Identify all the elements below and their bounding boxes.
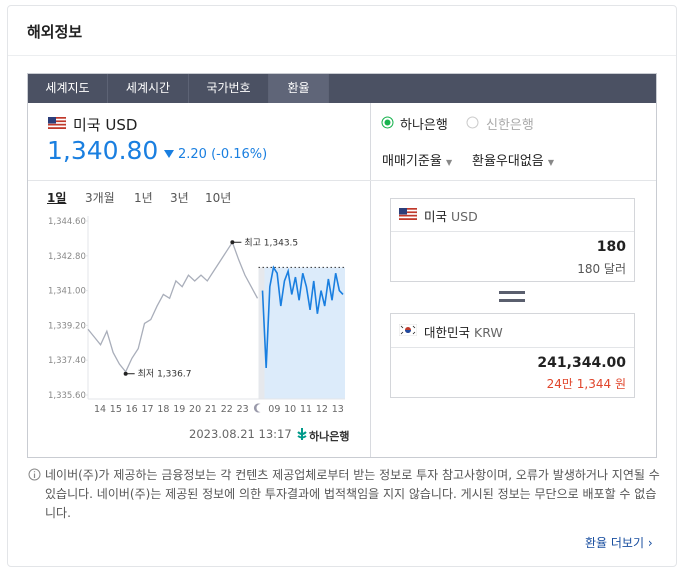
y-tick-label: 1,344.60 [48,217,86,227]
y-tick-label: 1,337.40 [48,356,86,366]
dropdown[interactable]: 매매기준율 ▼ [382,154,453,169]
y-tick-label: 1,341.00 [48,287,86,297]
from-currency: 미국 USD [424,209,478,224]
period[interactable]: 1일 [47,191,67,205]
tab[interactable]: 국가번호 [189,74,269,103]
chart: 1,344.60 1,342.80 1,341.00 1,339.20 1,337.40… [48,216,345,415]
tab[interactable]: 세계시간 [108,74,189,103]
x-tick-label: 19 [173,404,185,415]
more-link[interactable]: 환율 더보기 › [585,536,653,550]
divider [370,103,371,457]
moon-icon [253,403,261,413]
radio-on[interactable] [381,116,394,129]
to-amount-text: 24만 1,344 원 [546,377,626,391]
section-title: 해외정보 [27,23,83,41]
flag-us [399,208,417,220]
logo: 하나은행 [309,430,350,443]
x-tick-label: 18 [157,404,169,415]
y-tick-label: 1,335.60 [48,391,86,401]
converter-to [390,313,635,398]
flag-kr [399,324,417,336]
from-amount[interactable]: 180 [596,239,626,255]
tab[interactable]: 세계지도 [28,74,108,103]
timestamp: 2023.08.21 13:17 [189,427,292,441]
converter-from [390,198,635,282]
x-tick-label: 10 [284,404,296,415]
x-tick-label: 20 [189,404,201,415]
tab-active[interactable]: 환율 [269,74,329,103]
dropdown[interactable]: 환율우대없음 ▼ [472,154,555,169]
period[interactable]: 3년 [170,191,189,205]
divider [28,180,656,181]
radio-off[interactable] [466,116,479,129]
to-currency: 대한민국 KRW [424,325,503,340]
x-tick-label: 21 [205,404,217,415]
logo-icon [297,428,307,440]
x-tick-label: 17 [142,404,154,415]
bank[interactable]: 신한은행 [486,118,534,133]
card [7,5,677,567]
change: 2.20 (-0.16%) [178,147,268,162]
y-tick-label: 1,342.80 [48,252,86,262]
flag-us [48,117,66,129]
x-tick-label: 09 [268,404,280,415]
line [87,240,259,374]
equals-top [499,291,525,294]
rate: 1,340.80 [47,136,159,165]
notice: 네이버(주)가 제공하는 금융정보는 각 컨텐츠 제공업체로부터 받는 정보로 … [45,468,660,520]
period[interactable]: 1년 [134,191,153,205]
from-amount-text: 180 달러 [577,262,626,276]
y-tick-label: 1,339.20 [48,321,86,331]
x-tick-label: 13 [332,404,344,415]
x-tick-label: 16 [126,404,138,415]
equals-bottom [499,299,525,302]
x-tick-label: 14 [94,404,106,415]
down-arrow [164,150,174,158]
currency-name: 미국 USD [73,116,138,134]
period[interactable]: 10년 [205,191,232,205]
bank[interactable]: 하나은행 [400,118,448,133]
to-amount[interactable]: 241,344.00 [537,355,626,371]
divider [8,55,676,56]
widget: 세계지도 세계시간 국가번호 환율 [27,73,657,458]
x-tick-label: 23 [237,404,249,415]
x-tick-label: 11 [300,404,312,415]
today-area [258,267,345,399]
line [261,265,344,368]
x-tick-label: 15 [110,404,122,415]
x-tick-label: 12 [316,404,328,415]
x-tick-label: 22 [221,404,233,415]
period[interactable]: 3개월 [85,191,115,205]
annotation-label: 최저 1,336.7 [138,369,192,380]
annotation-label: 최고 1,343.5 [244,237,298,248]
info-icon [28,468,41,481]
night-band [258,267,265,399]
